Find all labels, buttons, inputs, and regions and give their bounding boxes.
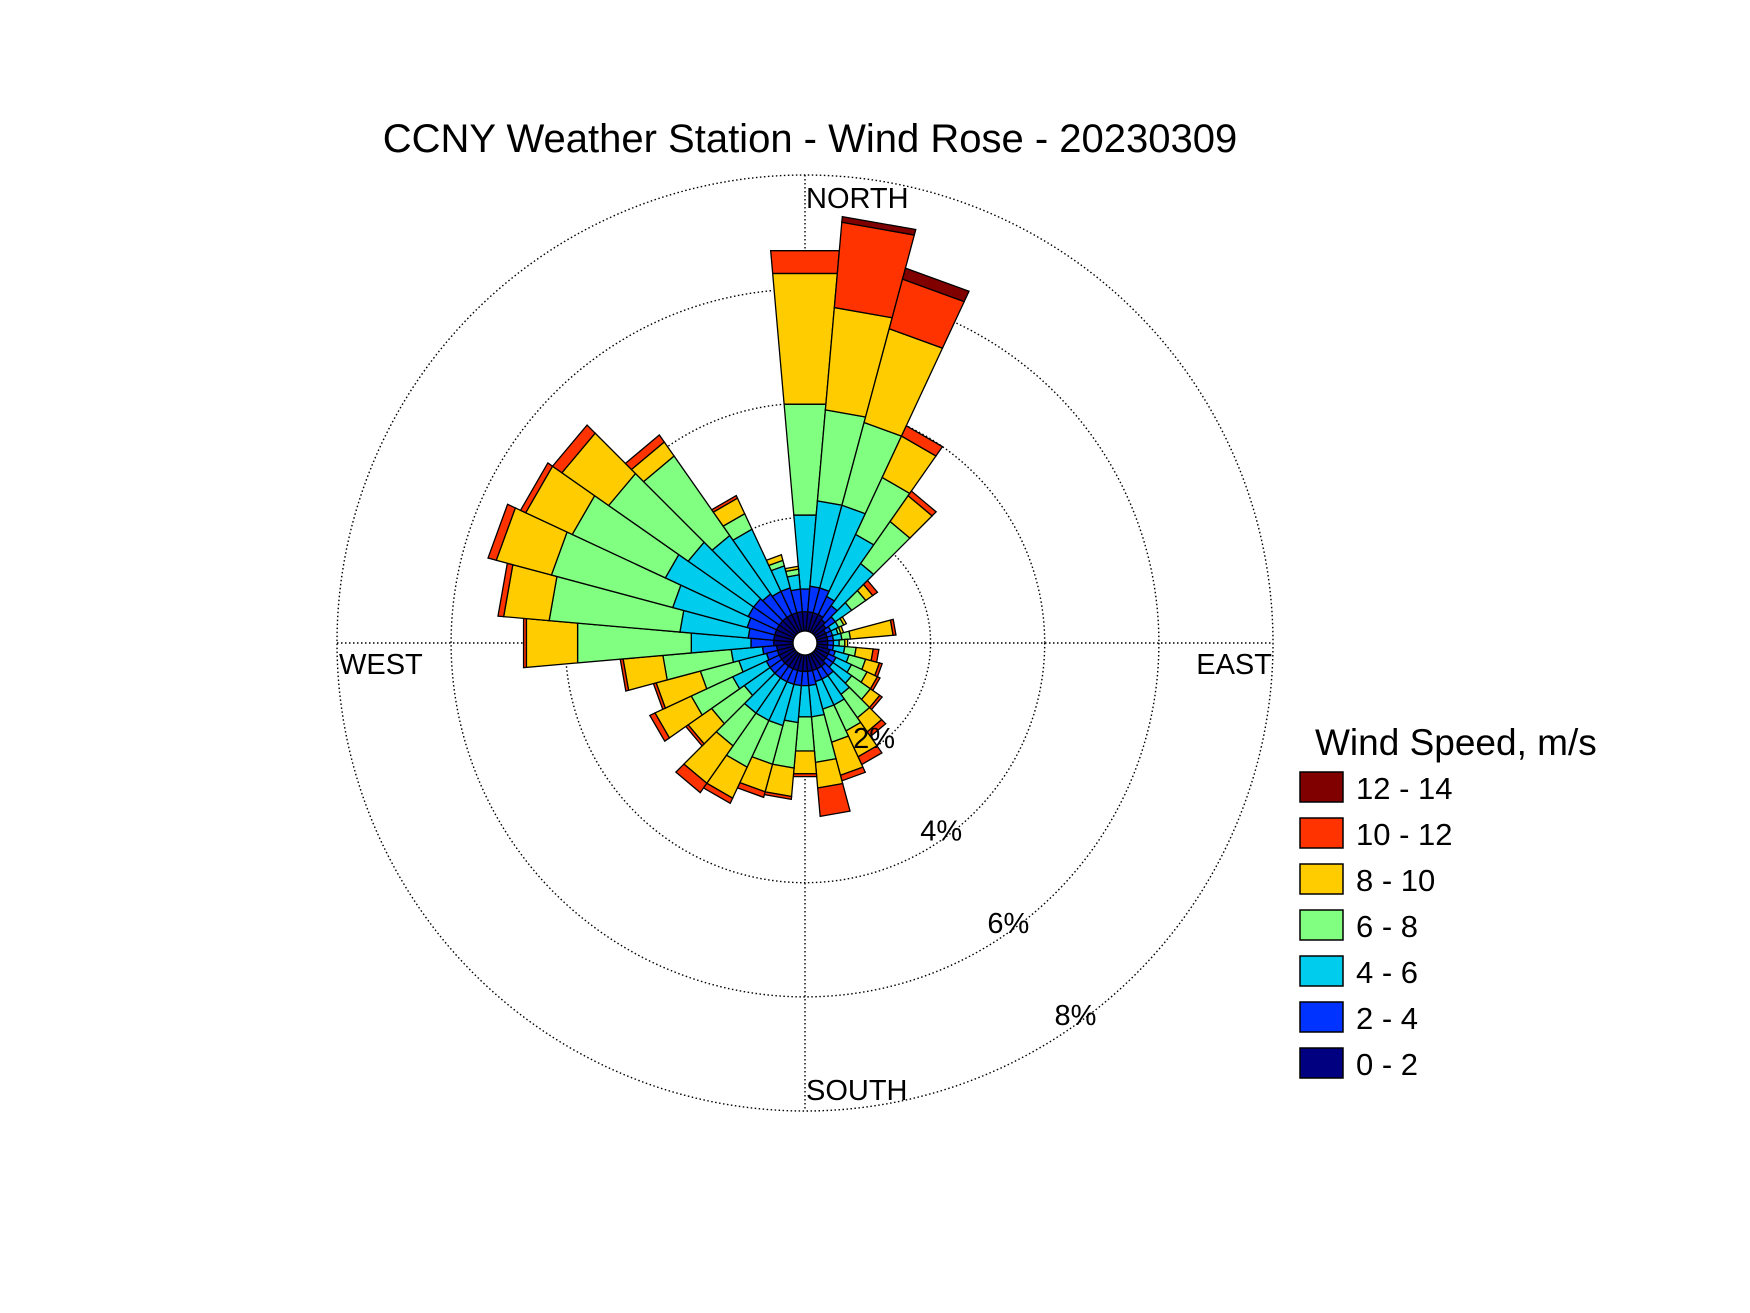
segment-100-bin-5 — [870, 648, 880, 664]
legend-label: 12 - 14 — [1356, 771, 1453, 806]
legend-label: 4 - 6 — [1356, 955, 1418, 990]
legend-swatch — [1299, 909, 1344, 941]
segment-30-bin-5 — [900, 424, 944, 457]
segment-80-bin-5 — [889, 618, 897, 636]
segment-330-bin-5 — [710, 494, 739, 513]
legend-items: 12 - 14 10 - 12 8 - 10 6 - 8 4 - 6 2 - 4 0 - 2 — [1299, 771, 1453, 1082]
direction-bar-80 — [815, 618, 897, 643]
direction-bar-300 — [519, 462, 797, 639]
segment-180-bin-4 — [792, 750, 818, 775]
direction-bar-130 — [812, 649, 884, 711]
segment-20-bin-6 — [901, 267, 970, 303]
legend-swatch — [1299, 1001, 1344, 1033]
direction-bar-210 — [702, 651, 801, 805]
legend-label: 6 - 8 — [1356, 909, 1418, 944]
segment-240-bin-5 — [648, 712, 671, 743]
segment-300-bin-5 — [519, 462, 554, 514]
direction-label-south: SOUTH — [806, 1075, 908, 1107]
segment-270-bin-5 — [522, 617, 528, 669]
legend: Wind Speed, m/s 12 - 14 10 - 12 8 - 10 6 - … — [1299, 722, 1597, 1082]
segment-320-bin-5 — [624, 434, 666, 471]
direction-bar-60 — [813, 615, 848, 639]
direction-bar-260 — [619, 643, 795, 692]
segment-80-bin-4 — [848, 619, 894, 640]
legend-swatch — [1299, 863, 1344, 895]
radial-tick-label: 2% — [853, 723, 895, 755]
segment-90-bin-4 — [844, 638, 849, 648]
radial-ring-6 — [450, 288, 1160, 998]
legend-label: 2 - 4 — [1356, 1001, 1418, 1036]
radial-tick-label: 4% — [920, 816, 962, 848]
legend-swatch — [1299, 955, 1344, 987]
legend-label: 10 - 12 — [1356, 817, 1453, 852]
legend-swatch — [1299, 1047, 1344, 1079]
segment-310-bin-5 — [551, 424, 597, 474]
segment-350-bin-4 — [784, 565, 800, 573]
segment-170-bin-5 — [816, 782, 851, 818]
radial-tick-labels: 2% 4% 6% 8% — [853, 723, 1096, 1032]
direction-bar-40 — [811, 490, 938, 636]
direction-bar-30 — [809, 424, 944, 635]
radial-tick-label: 6% — [987, 908, 1029, 940]
legend-swatch — [1299, 771, 1344, 803]
legend-swatch — [1299, 817, 1344, 849]
segment-220-bin-5 — [674, 763, 708, 794]
segment-40-bin-5 — [907, 490, 938, 517]
center-hole — [792, 630, 818, 656]
segment-340-bin-4 — [765, 553, 784, 567]
segment-290-bin-5 — [487, 503, 517, 562]
segment-180-bin-5 — [792, 773, 818, 778]
direction-bar-50 — [812, 579, 879, 637]
direction-label-east: EAST — [1196, 649, 1272, 681]
direction-bar-350 — [784, 565, 805, 633]
direction-label-west: WEST — [339, 649, 423, 681]
direction-bar-170 — [805, 653, 851, 818]
direction-bar-290 — [487, 503, 795, 641]
segment-270-bin-4 — [525, 617, 579, 669]
direction-bar-140 — [811, 650, 887, 738]
legend-title: Wind Speed, m/s — [1315, 722, 1597, 763]
legend-label: 0 - 2 — [1356, 1047, 1418, 1082]
direction-bar-340 — [765, 553, 803, 633]
chart-title: CCNY Weather Station - Wind Rose - 20230… — [383, 117, 1238, 161]
direction-bar-20 — [807, 267, 970, 633]
legend-label: 8 - 10 — [1356, 863, 1435, 898]
segment-10-bin-6 — [841, 215, 917, 236]
wind-rose-bars — [487, 215, 970, 818]
direction-bar-240 — [648, 647, 797, 743]
direction-label-north: NORTH — [806, 183, 909, 215]
radial-ring-8 — [336, 174, 1274, 1112]
segment-60-bin-4 — [839, 615, 848, 626]
segment-0-bin-5 — [769, 250, 841, 275]
radial-tick-label: 8% — [1054, 1000, 1096, 1032]
direction-bar-100 — [815, 643, 880, 664]
direction-bar-190 — [763, 653, 805, 801]
segment-50-bin-5 — [862, 579, 879, 597]
